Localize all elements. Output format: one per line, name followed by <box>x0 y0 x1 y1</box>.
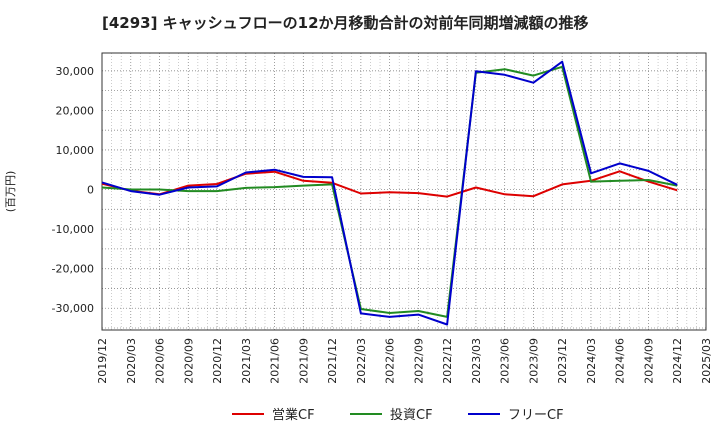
x-tick-label: 2024/06 <box>614 338 627 384</box>
y-tick-label: -20,000 <box>52 263 94 276</box>
y-tick-label: 30,000 <box>56 65 95 78</box>
x-tick-label: 2021/06 <box>269 338 282 384</box>
series-line-2 <box>101 65 678 318</box>
x-tick-label: 2023/12 <box>556 338 569 384</box>
y-tick-label: 10,000 <box>56 144 95 157</box>
x-tick-label: 2022/06 <box>384 338 397 384</box>
y-tick-label: 0 <box>87 184 94 197</box>
axes: -30,000 -20,000 -10,000 0 10,000 20,000 30,000… <box>4 52 713 384</box>
chart-title: [4293] キャッシュフローの12か月移動合計の対前年同期増減額の推移 <box>102 14 589 32</box>
x-tick-label: 2022/09 <box>412 338 425 384</box>
legend-label: 営業CF <box>272 407 315 423</box>
series-line-1 <box>101 170 678 198</box>
x-tick-label: 2021/12 <box>326 338 339 384</box>
x-tick-label: 2024/09 <box>642 338 655 384</box>
x-tick-label: 2021/09 <box>297 338 310 384</box>
plot-frame <box>101 52 707 331</box>
x-tick-label: 2021/03 <box>240 338 253 384</box>
x-tick-label: 2025/03 <box>700 338 713 384</box>
y-tick-label: -30,000 <box>52 302 94 315</box>
series-lines <box>101 60 678 326</box>
x-tick-label: 2022/03 <box>355 338 368 384</box>
x-tick-label: 2019/12 <box>96 338 109 384</box>
x-tick-label: 2024/12 <box>671 338 684 384</box>
legend: 営業CF 投資CF フリーCF <box>232 407 564 423</box>
legend-label: フリーCF <box>508 408 564 423</box>
x-tick-label: 2024/03 <box>585 338 598 384</box>
legend-label: 投資CF <box>390 407 433 423</box>
x-tick-label: 2023/03 <box>470 338 483 384</box>
x-tick-label: 2022/12 <box>441 338 454 384</box>
y-tick-label: -10,000 <box>52 223 94 236</box>
x-tick-label: 2023/09 <box>527 338 540 384</box>
x-tick-label: 2023/06 <box>499 338 512 384</box>
x-tick-label: 2020/06 <box>154 338 167 384</box>
x-tick-label: 2020/09 <box>182 338 195 384</box>
x-tick-label: 2020/12 <box>211 338 224 384</box>
y-tick-label: 20,000 <box>56 104 95 117</box>
series-line-3 <box>101 60 678 326</box>
y-axis-label: (百万円) <box>4 171 17 213</box>
x-tick-label: 2020/03 <box>125 338 138 384</box>
